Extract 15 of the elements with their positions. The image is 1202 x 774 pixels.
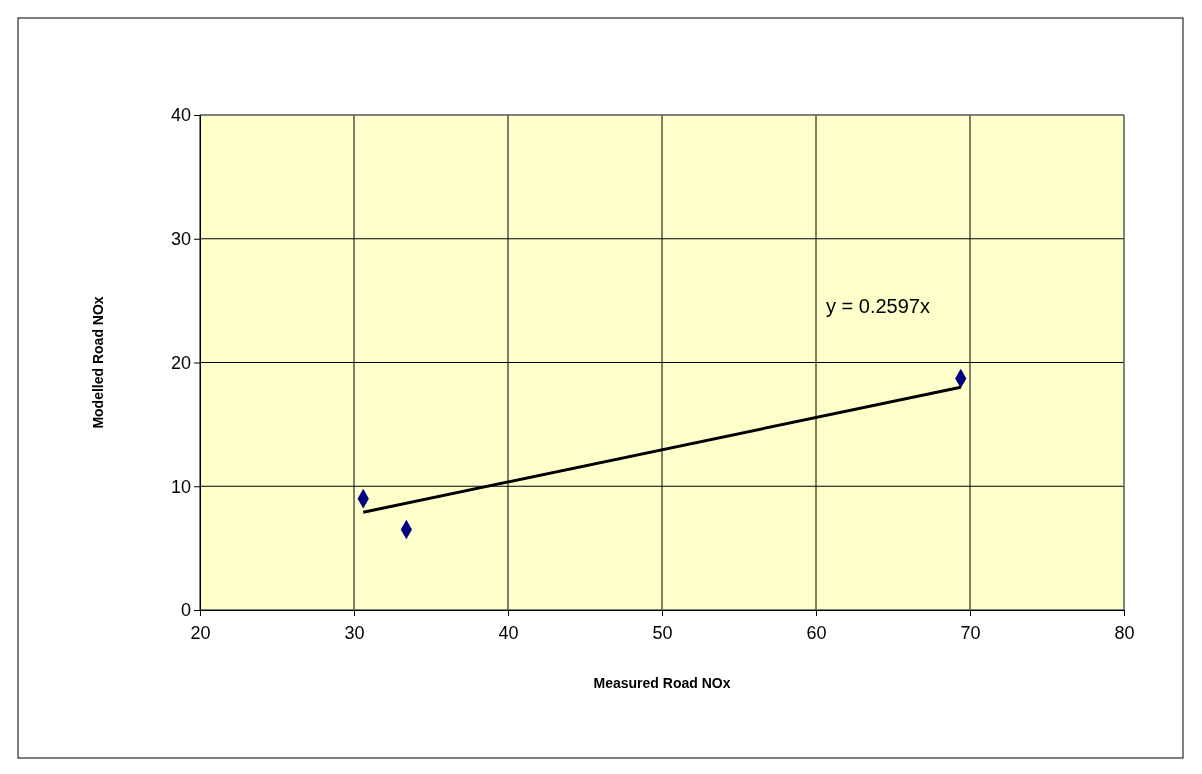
x-tick-label: 30: [344, 622, 365, 643]
y-tick-label: 10: [170, 476, 191, 497]
y-tick-label: 40: [170, 105, 191, 126]
x-tick-label: 70: [960, 622, 981, 643]
x-tick-label: 50: [652, 622, 673, 643]
y-tick-label: 20: [170, 352, 191, 373]
x-tick-label: 60: [806, 622, 827, 643]
y-tick-label: 0: [180, 600, 191, 621]
x-tick-label: 40: [498, 622, 519, 643]
y-tick-label: 30: [170, 229, 191, 250]
x-tick-label: 80: [1114, 622, 1135, 643]
annotation: y = 0.2597x: [826, 295, 930, 317]
y-axis-title: Modelled Road NOx: [90, 296, 106, 429]
x-tick-label: 20: [190, 622, 211, 643]
x-axis-title: Measured Road NOx: [593, 675, 731, 691]
